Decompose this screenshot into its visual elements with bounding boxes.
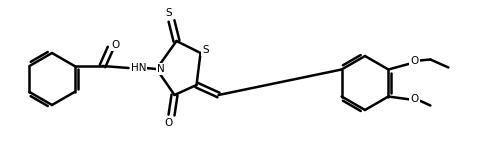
Text: O: O	[410, 57, 419, 67]
Text: S: S	[202, 45, 209, 55]
Text: S: S	[165, 8, 172, 18]
Text: N: N	[157, 64, 164, 74]
Text: HN: HN	[131, 63, 146, 73]
Text: O: O	[164, 118, 173, 128]
Text: O: O	[410, 94, 419, 104]
Text: O: O	[112, 40, 120, 50]
